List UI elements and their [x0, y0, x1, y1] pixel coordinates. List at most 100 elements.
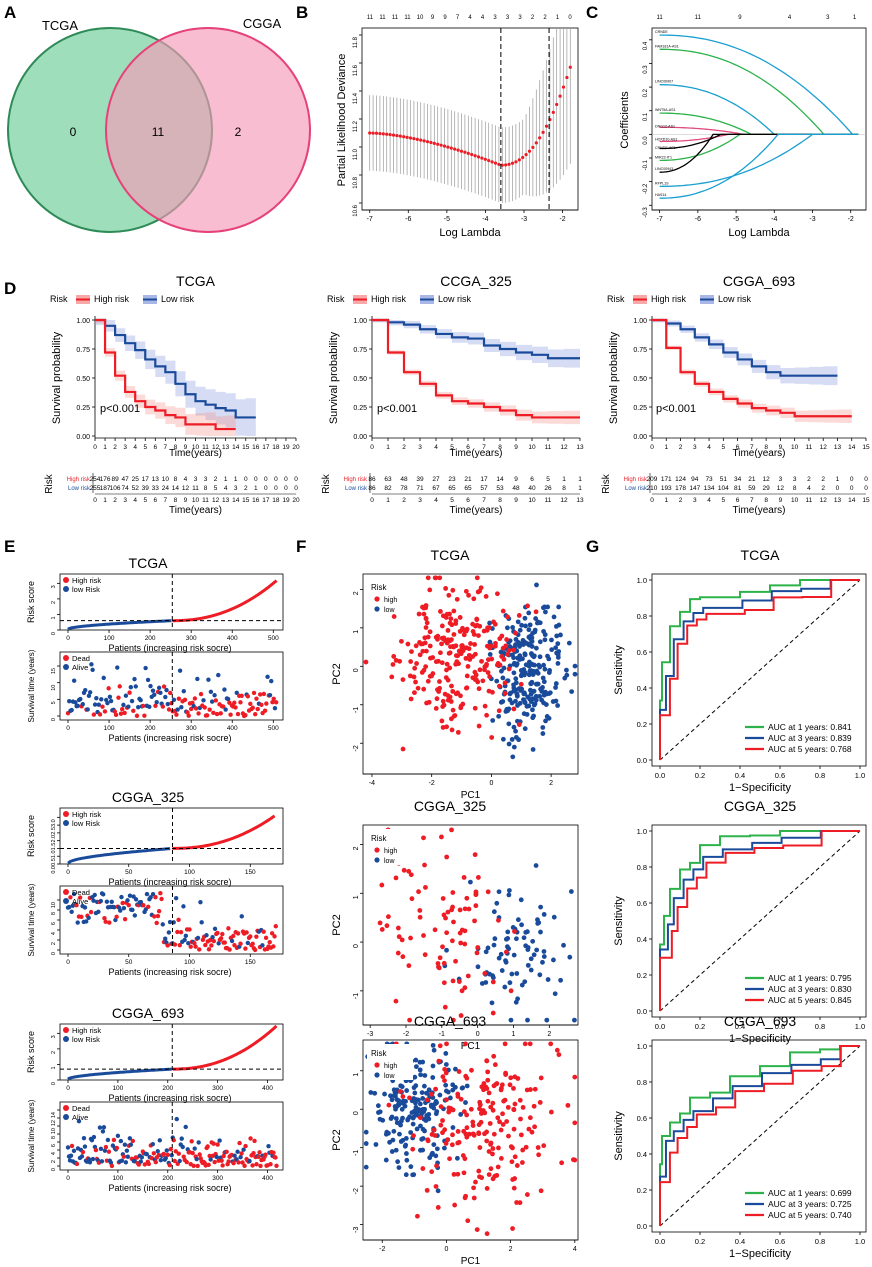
km-x-tick-label: 1 [386, 444, 390, 451]
survival-point [78, 696, 83, 702]
survival-point [163, 936, 168, 941]
pca-point-high [421, 933, 426, 938]
survival-point [235, 931, 241, 936]
survival-point [116, 695, 121, 700]
km-x-tick-label: 20 [292, 444, 300, 451]
km-risk-high-count: 25 [132, 476, 140, 483]
pca-xlabel: PC1 [461, 1256, 481, 1267]
pca-point-low [375, 1103, 381, 1109]
pca-point-high [532, 1086, 538, 1092]
km-risk-x-tick: 5 [143, 497, 147, 504]
pca-point-high [510, 1145, 515, 1151]
risk-score-low-curve [67, 619, 172, 631]
pca-point-high [475, 875, 481, 880]
pca-point-low [459, 1085, 465, 1091]
pca-point-low [523, 943, 529, 949]
survival-point [71, 891, 77, 897]
risk-score-low-curve [67, 1067, 172, 1081]
lasso-cv-point [497, 162, 501, 167]
lasso-coef-path [659, 112, 859, 136]
pca-point-high [458, 651, 464, 657]
pca-point-low [391, 1128, 397, 1134]
pca-point-high [457, 615, 463, 620]
km-risk-x-tick: 4 [133, 497, 137, 504]
km-risk-high-count: 34 [734, 476, 742, 483]
roc-legend-auc5: AUC at 5 years: 0.768 [768, 744, 852, 754]
lasso-coef-top-tick: 4 [788, 15, 792, 21]
roc-y-tick-label: 0.2 [637, 1186, 647, 1195]
pca-point-high [524, 1192, 530, 1197]
survival-point [232, 1153, 237, 1158]
roc-y-tick-label: 0.2 [637, 971, 647, 980]
pca-point-high [474, 616, 480, 622]
km-risk-x-tick: 1 [664, 497, 668, 504]
pca-point-low [531, 702, 537, 708]
km-risk-low-count: 1 [578, 485, 582, 492]
survival-point [160, 922, 165, 927]
survival-point [124, 1148, 130, 1153]
pca-point-low [409, 1110, 415, 1116]
survival-point [80, 701, 85, 707]
km-risk-low-count: 178 [675, 485, 686, 492]
survival-point [193, 944, 198, 949]
pca-x-tick-label: 0 [444, 1246, 448, 1253]
pca-point-high [495, 1115, 501, 1121]
km-pvalue: p<0.001 [656, 403, 696, 415]
roc-title: CGGA_693 [724, 1013, 797, 1029]
pca-point-high [451, 713, 457, 719]
lasso-cv-point [507, 162, 511, 166]
survival-point [182, 697, 188, 702]
pca-point-high [463, 655, 469, 661]
survival-point [241, 1147, 246, 1152]
risk-title: TCGA [129, 555, 169, 571]
pca-point-low [419, 1090, 425, 1096]
roc-curve [659, 1045, 860, 1226]
pca-point-low [511, 724, 517, 730]
lasso-cv-point [453, 147, 457, 151]
lasso-cv-ylabel: Partial Likelihood Deviance [336, 54, 348, 187]
pca-point-low [540, 725, 546, 730]
survival-point [115, 1133, 121, 1139]
pca-point-high [463, 1193, 468, 1199]
lasso-cv-y-tick-label: 11.8 [353, 36, 359, 48]
roc-x-tick-label: 1.0 [855, 1022, 865, 1031]
pca-point-low [433, 1153, 439, 1159]
pca-point-high [435, 633, 441, 639]
pca-point-low [428, 1102, 434, 1108]
lasso-cv-top-tick: 7 [456, 15, 460, 21]
survival-point [272, 705, 278, 711]
survival-point [173, 1149, 178, 1154]
pca-point-high [462, 1156, 468, 1162]
pca-point-low [551, 614, 557, 620]
pca-point-high [463, 685, 469, 691]
pca-point-high [490, 1100, 496, 1106]
pca-point-low [507, 980, 513, 986]
pca-point-low [529, 651, 534, 656]
km-risk-high-count: 17 [480, 476, 488, 483]
km-risk-low-count: 8 [204, 485, 208, 492]
survival-point [165, 1152, 170, 1158]
roc-y-tick-label: 0.0 [637, 756, 647, 765]
pca-point-high [472, 705, 478, 711]
survival-point [243, 712, 248, 718]
survival-point [122, 710, 127, 716]
lasso-cv-point [436, 142, 440, 146]
km-risk-x-tick: 3 [693, 497, 697, 504]
pca-y-tick-label: 2 [353, 846, 360, 850]
pca-point-low [535, 670, 541, 676]
roc-curve [659, 1045, 860, 1226]
pca-y-tick-label: -2 [353, 745, 360, 751]
pca-point-high [377, 920, 383, 926]
lasso-coef-x-tick-label: -7 [657, 216, 663, 223]
lasso-coef-top-tick: 9 [738, 15, 742, 21]
pca-point-high [446, 650, 452, 656]
survival-point [109, 899, 114, 904]
pca-point-low [434, 1109, 440, 1114]
pca-point-high [424, 1097, 430, 1103]
pca-point-low [525, 962, 531, 968]
pca-x-tick-label: -2 [403, 1031, 409, 1038]
risk-score-frame [59, 807, 284, 865]
survival-legend-dead: Dead [72, 654, 90, 663]
survival-point [194, 1156, 199, 1162]
risk-title: CGGA_693 [112, 1005, 185, 1021]
